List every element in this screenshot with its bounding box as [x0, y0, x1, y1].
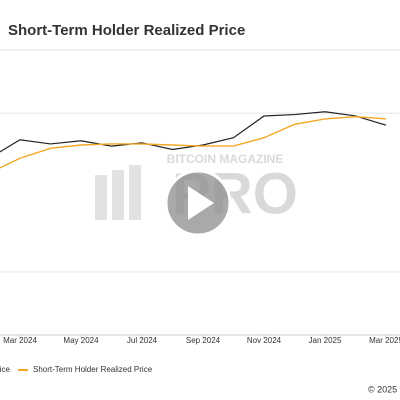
x-tick-label: Jan 2025 [309, 336, 342, 345]
x-tick-label: Mar 2024 [3, 336, 37, 345]
watermark-text: BITCOIN MAGAZINE [167, 152, 284, 166]
watermark-logo [129, 165, 141, 220]
watermark-logo [112, 170, 124, 220]
series-line [0, 115, 387, 169]
chart-title: Short-Term Holder Realized Price [8, 22, 245, 39]
legend-label: BTC Price [0, 365, 11, 374]
x-tick-label: Nov 2024 [247, 336, 282, 345]
play-icon[interactable] [188, 186, 214, 220]
x-tick-label: Jul 2024 [127, 336, 158, 345]
x-tick-label: May 2024 [63, 336, 99, 345]
legend-label: Short-Term Holder Realized Price [33, 365, 153, 374]
play-button[interactable] [164, 169, 232, 237]
x-tick-label: Sep 2024 [186, 336, 221, 345]
x-tick-label: Mar 2025 [369, 336, 400, 345]
watermark-logo [95, 175, 107, 220]
copyright: © 2025 Bitcoin Magazine Pro [368, 384, 400, 394]
series-line [0, 111, 387, 153]
